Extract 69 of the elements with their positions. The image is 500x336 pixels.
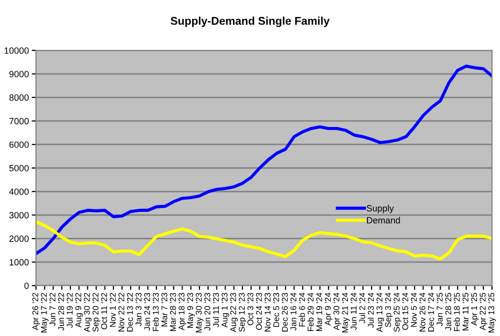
x-tick-label: Oct 11 '22 bbox=[101, 292, 108, 330]
x-tick-label: Jul 19 '22 bbox=[66, 292, 73, 328]
x-tick-label: Sep 20 '22 bbox=[92, 292, 100, 332]
x-tick-label: Aug 30 '22 bbox=[84, 292, 92, 332]
y-tick-label: 7000 bbox=[9, 118, 29, 124]
y-tick-label: 8000 bbox=[9, 94, 29, 101]
x-tick-label: Jun 11 '24 bbox=[350, 292, 357, 330]
x-tick-label: Jan 24 '23 bbox=[144, 292, 150, 331]
x-tick-label: Aug 9 '22 bbox=[75, 292, 83, 328]
y-tick-label: 3000 bbox=[9, 212, 29, 218]
x-tick-label: Jul 23 '24 bbox=[368, 292, 374, 328]
x-tick-label: Apr 30 '24 bbox=[333, 292, 342, 330]
x-tick-label: Oct 3 '23 bbox=[247, 292, 254, 326]
x-tick-label: Sep 3 '24 bbox=[385, 292, 393, 328]
x-tick-label: Dec 17 '24 bbox=[428, 292, 434, 332]
y-tick-label: 1000 bbox=[10, 259, 29, 266]
y-tick-label: 0 bbox=[24, 282, 29, 289]
x-tick-label: May 13 '25 bbox=[488, 292, 496, 332]
x-tick-label: Aug 13 '24 bbox=[376, 292, 384, 332]
x-tick-label: Nov 22 '22 bbox=[118, 292, 124, 332]
y-tick-label: 6000 bbox=[9, 141, 29, 148]
x-tick-label: May 21 '24 bbox=[342, 292, 350, 332]
y-tick-label: 9000 bbox=[9, 70, 29, 78]
x-tick-label: May 30 '23 bbox=[196, 292, 204, 332]
legend-label: Demand bbox=[367, 216, 400, 224]
x-tick-label: Nov 26 '24 bbox=[420, 292, 426, 332]
x-tick-label: Mar 19 '24 bbox=[316, 292, 322, 331]
y-tick-label: 2000 bbox=[9, 236, 29, 242]
x-tick-label: Feb 29 '24 bbox=[307, 292, 314, 331]
x-tick-label: Jan 16 '24 bbox=[290, 292, 296, 331]
x-tick-label: May 9 '23 bbox=[187, 292, 195, 328]
x-tick-label: Apr 22 '25 bbox=[480, 292, 488, 330]
x-tick-label: Apr 1 '25 bbox=[471, 292, 479, 326]
x-tick-label: May 17 '22 bbox=[40, 292, 48, 332]
x-tick-label: Dec 26 '23 bbox=[282, 292, 288, 332]
x-tick-label: Feb 6 '24 bbox=[298, 292, 305, 326]
x-tick-label: Dec 5 '23 bbox=[273, 292, 280, 327]
x-tick-label: Oct 24 '23 bbox=[256, 292, 262, 330]
x-tick-label: Mar 11 '25 bbox=[462, 292, 468, 330]
x-tick-label: Feb 18 '25 bbox=[454, 292, 460, 331]
x-tick-label: Jan 7 '25 bbox=[436, 292, 443, 326]
x-tick-label: Nov 5 '24 bbox=[410, 292, 417, 327]
x-tick-label: Jan 3 '23 bbox=[136, 292, 142, 326]
x-tick-label: Apr 18 '23 bbox=[178, 292, 186, 330]
x-tick-label: Jul 11 '23 bbox=[212, 292, 219, 328]
y-tick-label: 4000 bbox=[9, 188, 29, 195]
x-tick-label: Jan 28 '25 bbox=[445, 292, 452, 331]
x-tick-label: Apr 9 '24 bbox=[324, 292, 332, 326]
chart-title: Supply-Demand Single Family bbox=[170, 16, 330, 28]
x-tick-label: Jul 2 '24 bbox=[359, 292, 366, 324]
x-tick-label: Nov 14 '23 bbox=[264, 292, 271, 332]
x-tick-label: Jun 28 '22 bbox=[58, 292, 64, 331]
x-tick-label: Nov 1 '22 bbox=[110, 292, 116, 327]
x-tick-label: Aug 1 '23 bbox=[222, 292, 230, 328]
y-tick-label: 10000 bbox=[4, 47, 29, 54]
x-tick-label: Jun 7 '22 bbox=[50, 292, 56, 326]
x-tick-label: Mar 7 '23 bbox=[161, 292, 168, 326]
x-tick-label: Apr 26 '22 bbox=[32, 292, 40, 330]
x-tick-label: Sep 12 '23 bbox=[238, 292, 246, 332]
x-tick-label: Dec 13 '22 bbox=[126, 292, 133, 332]
line-series bbox=[36, 64, 492, 256]
x-tick-label: Oct 15 '24 bbox=[402, 292, 408, 330]
legend-label: Supply bbox=[366, 204, 394, 214]
x-tick-label: Feb 13 '23 bbox=[152, 292, 159, 331]
y-tick-label: 5000 bbox=[9, 164, 29, 172]
x-tick-label: Jun 20 '23 bbox=[204, 292, 210, 331]
x-tick-label: Mar 28 '23 bbox=[170, 292, 176, 331]
x-tick-label: Sep 25 '24 bbox=[394, 292, 402, 332]
x-tick-label: Aug 22 '23 bbox=[230, 292, 238, 332]
